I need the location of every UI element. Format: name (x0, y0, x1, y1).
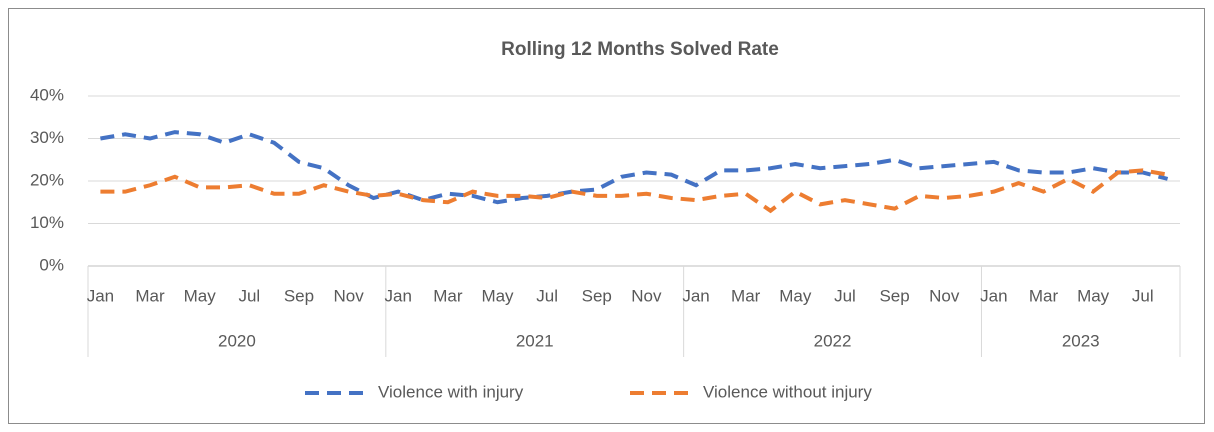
x-tick-label: Jul (1132, 286, 1154, 305)
y-tick-label: 40% (30, 85, 64, 104)
x-tick-label: May (779, 286, 812, 305)
x-tick-label: Nov (333, 286, 364, 305)
x-tick-label: Jul (238, 286, 260, 305)
series-line (100, 168, 1168, 214)
y-tick-label: 10% (30, 213, 64, 232)
x-tick-label: Nov (929, 286, 960, 305)
x-tick-label: Nov (631, 286, 662, 305)
chart-border (8, 8, 1205, 424)
x-tick-label: May (481, 286, 514, 305)
x-tick-label: Sep (284, 286, 314, 305)
x-tick-label: Sep (582, 286, 612, 305)
legend-label: Violence without injury (703, 382, 872, 401)
x-tick-label: Mar (135, 286, 165, 305)
x-tick-label: Jan (980, 286, 1007, 305)
x-tick-label: Jan (87, 286, 114, 305)
x-tick-label: Jul (536, 286, 558, 305)
chart-title: Rolling 12 Months Solved Rate (501, 39, 779, 60)
x-tick-label: Jul (834, 286, 856, 305)
x-tick-label: May (184, 286, 217, 305)
y-tick-label: 20% (30, 170, 64, 189)
x-tick-label: Mar (731, 286, 761, 305)
x-tick-label: Sep (879, 286, 909, 305)
group-label: 2023 (1062, 331, 1100, 350)
group-label: 2021 (516, 331, 554, 350)
legend-label: Violence with injury (378, 382, 524, 401)
x-tick-label: May (1077, 286, 1110, 305)
x-tick-label: Mar (1029, 286, 1059, 305)
x-tick-label: Mar (433, 286, 463, 305)
y-tick-label: 30% (30, 128, 64, 147)
group-label: 2020 (218, 331, 256, 350)
group-label: 2022 (814, 331, 852, 350)
x-tick-label: Jan (682, 286, 709, 305)
y-tick-label: 0% (39, 255, 64, 274)
x-tick-label: Jan (385, 286, 412, 305)
series-line (100, 130, 1169, 205)
